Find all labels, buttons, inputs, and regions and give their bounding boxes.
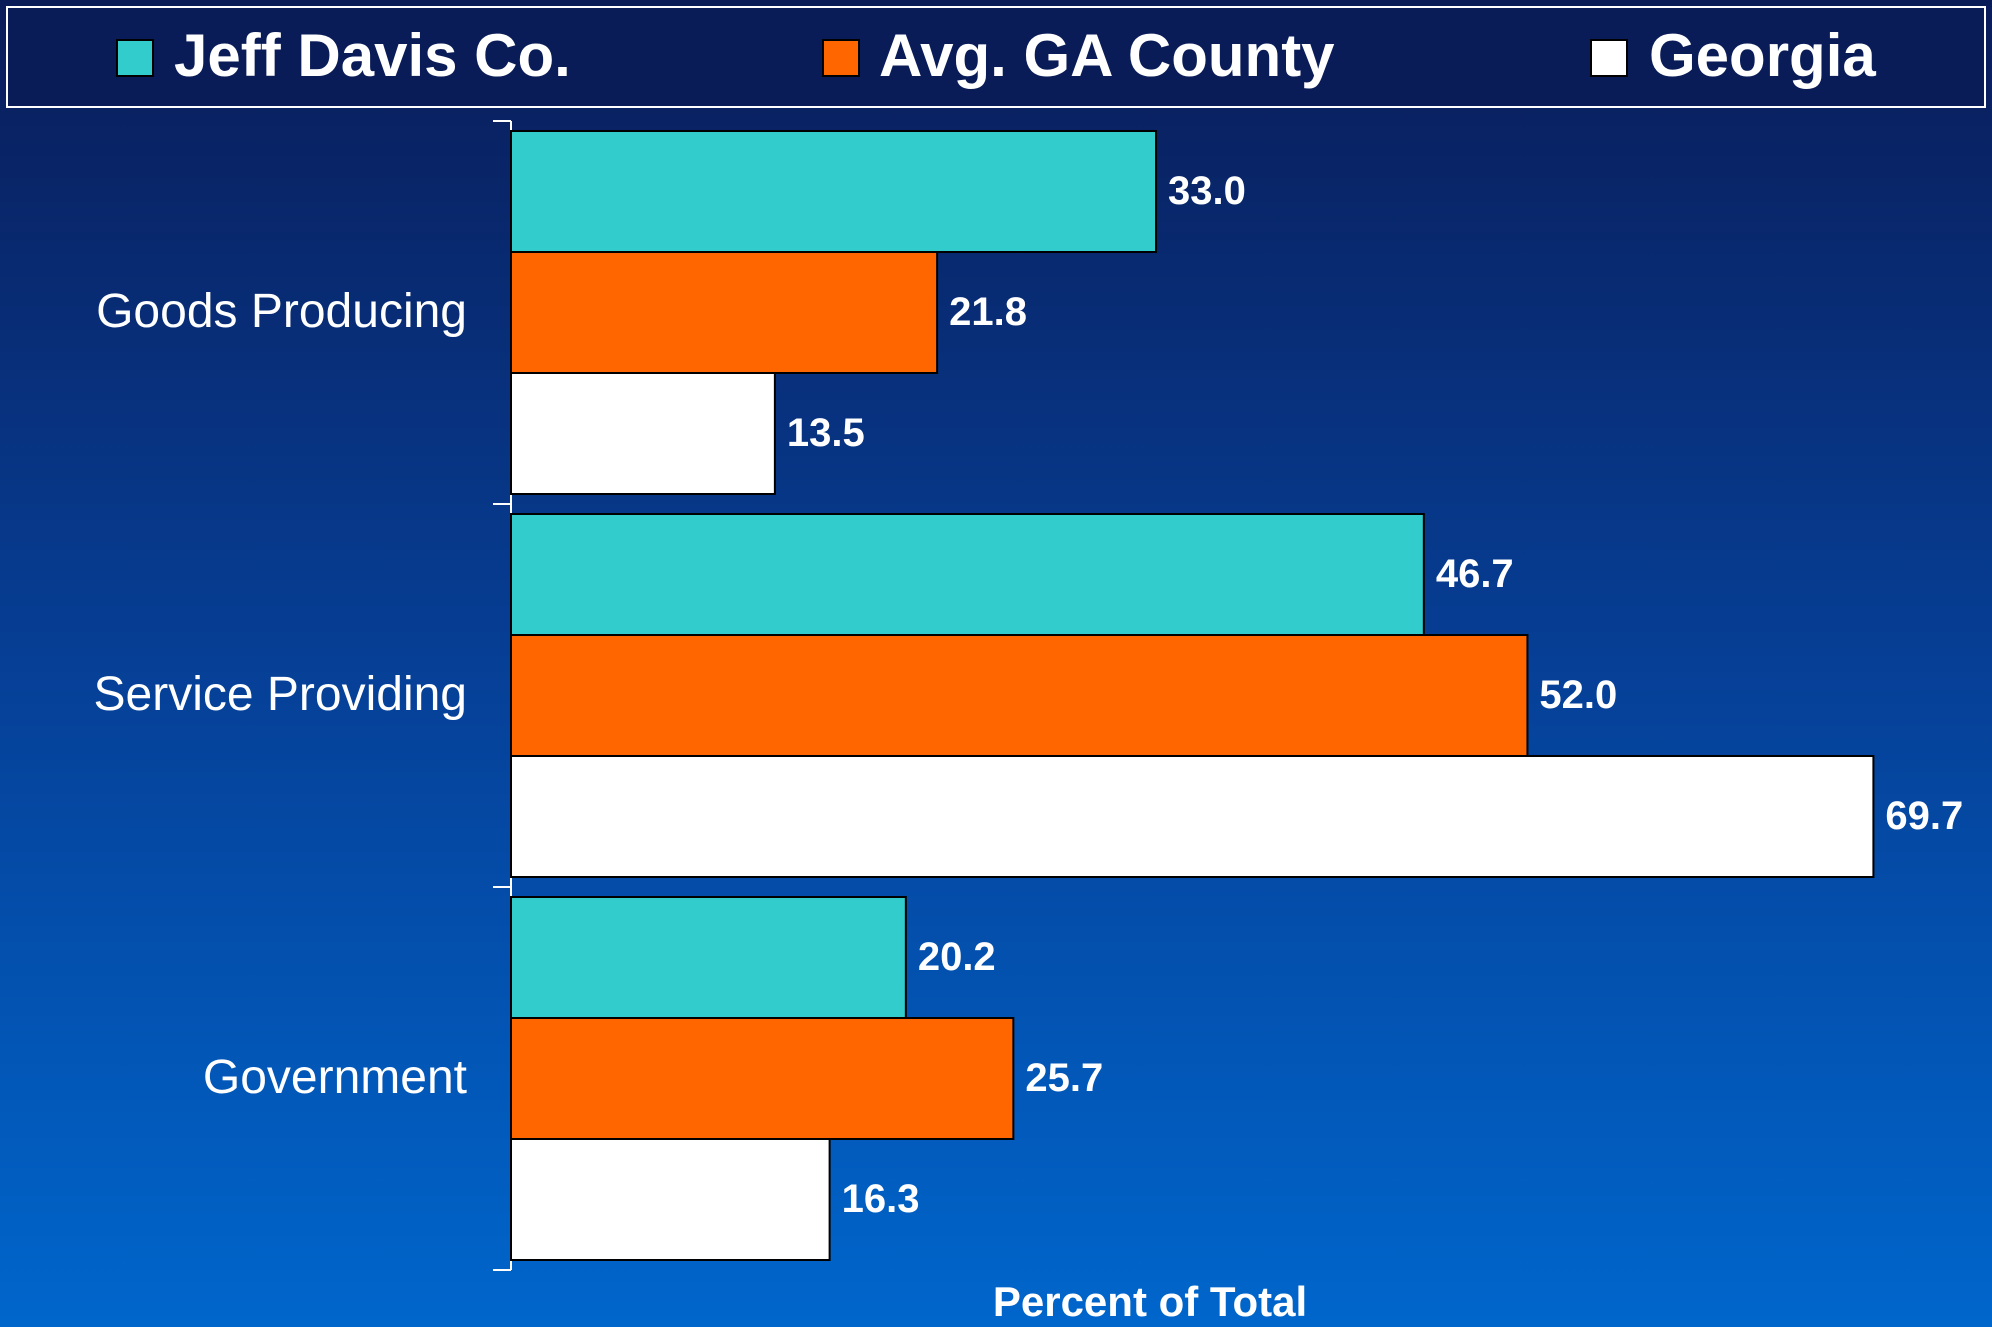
bar — [510, 1138, 831, 1261]
legend-swatch — [1590, 39, 1628, 77]
y-tick-label: Goods Producing — [96, 285, 467, 338]
x-axis-title: Percent of Total — [993, 1278, 1307, 1325]
value-label: 52.0 — [1539, 673, 1617, 717]
value-label: 33.0 — [1168, 169, 1246, 213]
bar — [510, 513, 1425, 636]
y-tick-label: Government — [203, 1051, 467, 1104]
legend-swatch — [116, 39, 154, 77]
value-label: 13.5 — [787, 411, 865, 455]
legend-box — [6, 6, 1986, 108]
bar — [510, 372, 776, 495]
value-label: 21.8 — [949, 290, 1027, 334]
bar — [510, 755, 1875, 878]
legend-label: Georgia — [1649, 22, 1876, 89]
bar — [510, 251, 939, 374]
legend-label: Jeff Davis Co. — [174, 22, 571, 89]
value-label: 16.3 — [842, 1177, 920, 1221]
bar — [510, 130, 1158, 253]
bar — [510, 1017, 1015, 1140]
value-label: 20.2 — [918, 935, 996, 979]
bar — [510, 896, 907, 1019]
value-label: 69.7 — [1885, 794, 1963, 838]
bar — [510, 634, 1529, 757]
value-label: 25.7 — [1025, 1056, 1103, 1100]
y-tick-label: Service Providing — [94, 668, 468, 721]
legend-label: Avg. GA County — [879, 22, 1335, 89]
value-label: 46.7 — [1436, 552, 1514, 596]
legend-swatch — [822, 39, 860, 77]
